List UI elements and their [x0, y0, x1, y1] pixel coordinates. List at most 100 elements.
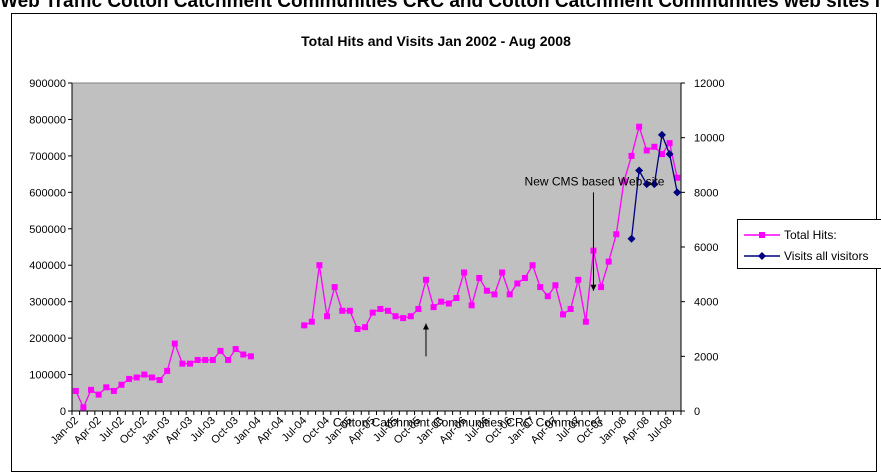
data-point-total-hits [225, 356, 232, 363]
data-point-total-hits [384, 307, 391, 314]
legend-item-visits: Visits all visitors [744, 249, 868, 263]
data-point-total-hits [582, 318, 589, 325]
data-point-total-hits [72, 387, 79, 394]
data-point-total-hits [148, 374, 155, 381]
data-point-visits [627, 234, 636, 243]
data-point-total-hits [422, 276, 429, 283]
page-heading: Web Traffic Cotton Catchment Communities… [0, 0, 881, 12]
data-point-total-hits [461, 269, 468, 276]
data-point-total-hits [483, 287, 490, 294]
data-point-total-hits [407, 313, 414, 320]
data-point-total-hits [301, 322, 308, 329]
data-point-total-hits [232, 346, 239, 353]
y-tick-label-right: 2000 [694, 351, 718, 363]
y-tick-label-right: 12000 [694, 78, 725, 90]
y-tick-label-left: 100000 [29, 370, 66, 382]
data-point-total-hits [377, 305, 384, 312]
series-layer [72, 123, 682, 411]
data-point-total-hits [179, 360, 186, 367]
data-point-total-hits [369, 309, 376, 316]
data-point-total-hits [362, 324, 369, 331]
data-point-total-hits [194, 356, 201, 363]
annotation-arrowhead-new-cms [590, 284, 597, 291]
data-point-total-hits [666, 140, 673, 147]
x-tick-label: Jul-08 [645, 415, 675, 445]
annotation-crc-commences: Cotton Catchment Communities CRC Commenc… [333, 415, 603, 429]
y-tick-label-left: 200000 [29, 333, 66, 345]
data-point-total-hits [331, 284, 338, 291]
y-tick-label-left: 500000 [29, 224, 66, 236]
data-point-total-hits [80, 404, 87, 411]
y-tick-label-right: 6000 [694, 242, 718, 254]
data-point-visits [673, 188, 682, 197]
legend-label-visits: Visits all visitors [784, 249, 869, 263]
data-point-total-hits [537, 284, 544, 291]
legend: Total Hits: Visits all visitors [737, 219, 881, 269]
data-point-total-hits [468, 302, 475, 309]
legend-swatch-visits [744, 252, 780, 260]
data-point-total-hits [209, 356, 216, 363]
data-point-total-hits [521, 274, 528, 281]
data-point-total-hits [186, 360, 193, 367]
chart-title: Total Hits and Visits Jan 2002 - Aug 200… [301, 33, 571, 49]
data-point-total-hits [643, 147, 650, 154]
data-point-total-hits [392, 313, 399, 320]
y-tick-label-left: 700000 [29, 151, 66, 163]
data-point-total-hits [636, 123, 643, 130]
data-point-visits [642, 180, 651, 189]
y-tick-label-left: 400000 [29, 260, 66, 272]
annotation-layer: New CMS based Web site Cotton Catchment C… [333, 174, 665, 429]
y-tick-label-right: 0 [694, 406, 700, 418]
data-point-total-hits [202, 356, 209, 363]
legend-label-total-hits: Total Hits: [784, 228, 837, 242]
data-point-total-hits [560, 311, 567, 318]
data-point-total-hits [605, 258, 612, 265]
data-point-total-hits [552, 282, 559, 289]
annotation-new-cms: New CMS based Web site [525, 174, 665, 188]
data-point-total-hits [598, 284, 605, 291]
data-point-total-hits [126, 375, 133, 382]
y-tick-label-left: 300000 [29, 297, 66, 309]
data-point-total-hits [339, 307, 346, 314]
data-point-total-hits [88, 386, 95, 393]
data-point-total-hits [118, 381, 125, 388]
data-point-total-hits [308, 318, 315, 325]
data-point-total-hits [438, 298, 445, 305]
data-point-total-hits [103, 384, 110, 391]
data-point-total-hits [620, 178, 627, 185]
y-tick-label-left: 0 [60, 406, 66, 418]
data-point-total-hits [491, 291, 498, 298]
data-point-total-hits [651, 143, 658, 150]
data-point-total-hits [141, 371, 148, 378]
y-tick-label-left: 800000 [29, 114, 66, 126]
data-point-visits [635, 166, 644, 175]
data-point-total-hits [544, 293, 551, 300]
data-point-total-hits [506, 291, 513, 298]
annotation-arrowhead-crc [422, 323, 429, 330]
data-point-total-hits [95, 391, 102, 398]
data-point-total-hits [453, 295, 460, 302]
data-point-total-hits [164, 367, 171, 374]
data-point-total-hits [156, 377, 163, 384]
data-point-total-hits [415, 305, 422, 312]
data-point-total-hits [354, 326, 361, 332]
data-point-total-hits [324, 313, 331, 320]
data-point-total-hits [346, 307, 353, 314]
y-tick-label-right: 8000 [694, 187, 718, 199]
y-tick-label-left: 900000 [29, 78, 66, 90]
legend-item-total-hits: Total Hits: [744, 228, 837, 242]
y-tick-label-left: 600000 [29, 187, 66, 199]
data-point-visits [657, 130, 666, 139]
data-point-total-hits [499, 269, 506, 276]
data-point-total-hits [674, 174, 681, 181]
data-point-visits [665, 150, 674, 159]
data-point-total-hits [575, 276, 582, 283]
data-point-total-hits [613, 231, 620, 238]
y-tick-label-right: 4000 [694, 297, 718, 309]
data-point-total-hits [110, 387, 117, 394]
data-point-total-hits [133, 374, 140, 381]
data-point-total-hits [628, 152, 635, 159]
plot-area [71, 82, 682, 412]
data-point-total-hits [658, 151, 665, 158]
